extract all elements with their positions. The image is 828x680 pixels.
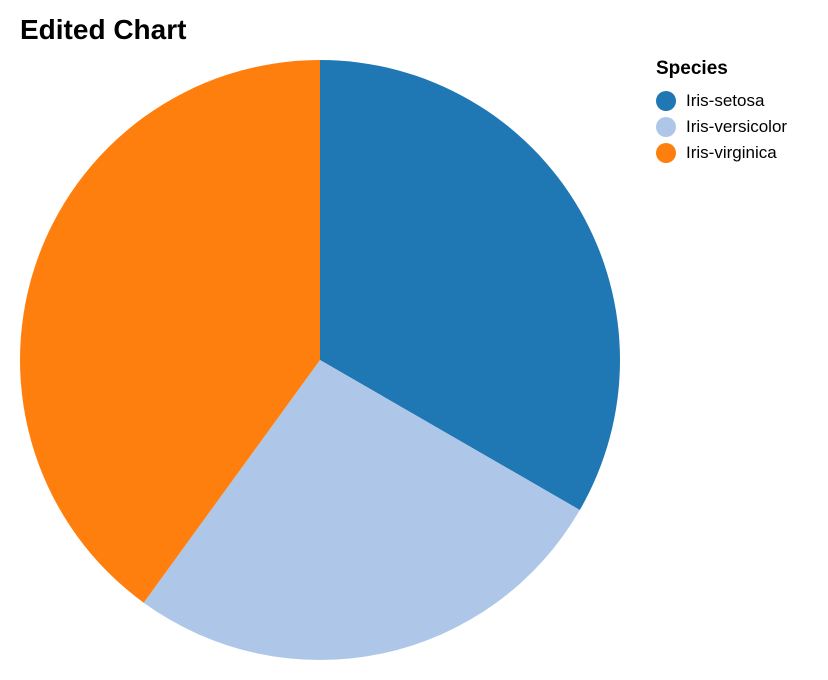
legend-label: Iris-virginica xyxy=(686,143,777,162)
legend-label: Iris-setosa xyxy=(686,91,765,110)
legend-item-iris-versicolor: Iris-versicolor xyxy=(656,114,826,140)
pie-slice-iris-virginica xyxy=(20,60,320,603)
pie-slices xyxy=(20,60,620,660)
legend-swatch xyxy=(656,91,676,111)
chart-title: Edited Chart xyxy=(20,14,187,45)
legend-label: Iris-versicolor xyxy=(686,117,788,136)
legend-swatch xyxy=(656,117,676,137)
legend-title: Species xyxy=(656,58,728,79)
legend-item-iris-virginica: Iris-virginica xyxy=(656,140,826,166)
pie-slice-iris-versicolor xyxy=(143,360,580,660)
legend: Species Iris-setosa Iris-versicolor Iris… xyxy=(656,58,826,166)
pie-slice-iris-setosa xyxy=(320,60,620,510)
legend-swatch xyxy=(656,143,676,163)
legend-item-iris-setosa: Iris-setosa xyxy=(656,88,826,114)
